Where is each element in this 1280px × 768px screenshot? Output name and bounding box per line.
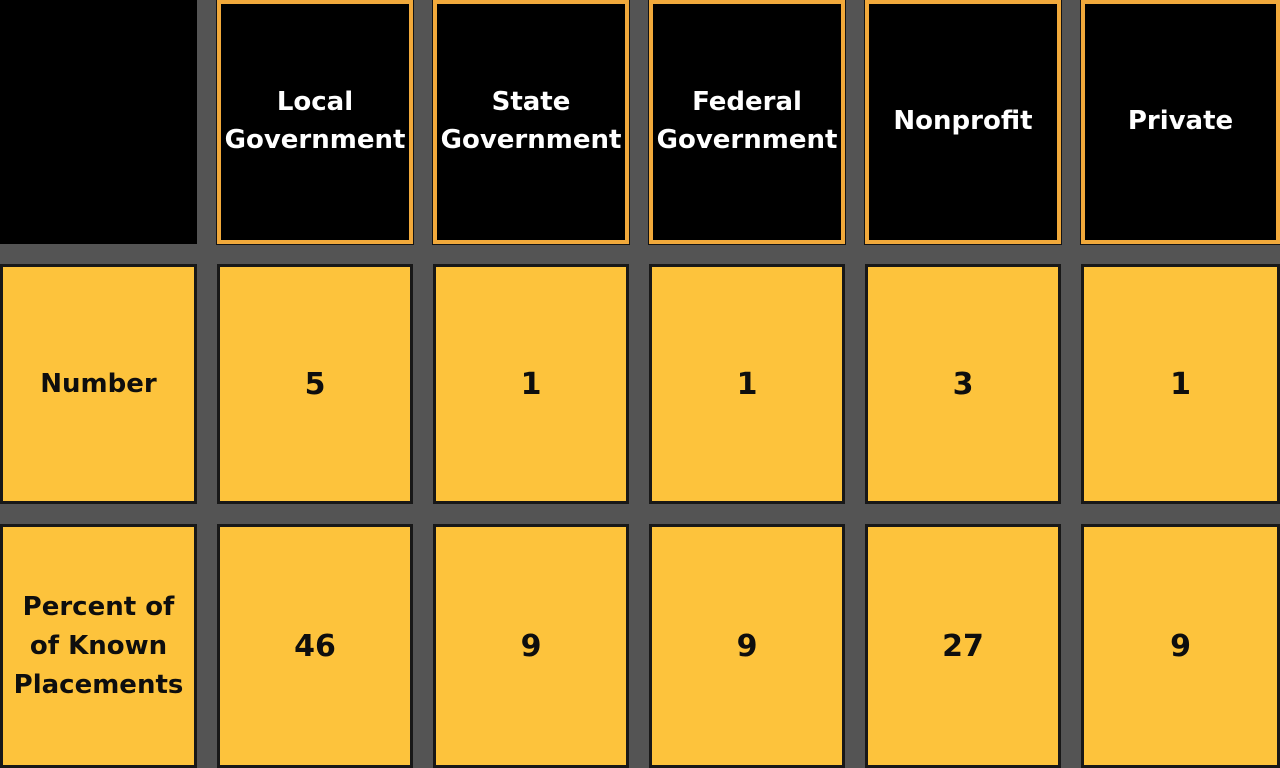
- col-header-local-government: Local Government: [217, 0, 413, 244]
- col-header-label: Nonprofit: [893, 106, 1033, 137]
- cell-value: 9: [736, 628, 758, 664]
- col-header-nonprofit: Nonprofit: [865, 0, 1061, 244]
- cell-value: 9: [520, 628, 542, 664]
- corner-cell: [0, 0, 197, 244]
- cell-number-federal-government: 1: [649, 264, 845, 504]
- col-header-state-government: State Government: [433, 0, 629, 244]
- cell-value: 5: [304, 366, 326, 402]
- cell-value: 9: [1170, 628, 1191, 664]
- col-header-private: Private: [1081, 0, 1280, 244]
- col-header-label: Federal Government: [656, 87, 838, 155]
- cell-percent-nonprofit: 27: [865, 524, 1061, 768]
- cell-percent-private: 9: [1081, 524, 1280, 768]
- col-header-federal-government: Federal Government: [649, 0, 845, 244]
- cell-percent-local-government: 46: [217, 524, 413, 768]
- cell-percent-federal-government: 9: [649, 524, 845, 768]
- row-header-number: Number: [0, 264, 197, 504]
- col-header-label: Private: [1127, 106, 1234, 137]
- cell-number-nonprofit: 3: [865, 264, 1061, 504]
- col-header-label: State Government: [440, 87, 622, 155]
- col-header-label: Local Government: [224, 87, 406, 155]
- cell-number-private: 1: [1081, 264, 1280, 504]
- cell-number-state-government: 1: [433, 264, 629, 504]
- cell-value: 1: [520, 366, 542, 402]
- cell-value: 1: [1170, 366, 1191, 402]
- row-header-percent-of-known-placements: Percent of of Known Placements: [0, 524, 197, 768]
- cell-number-local-government: 5: [217, 264, 413, 504]
- cell-value: 3: [952, 366, 974, 402]
- cell-percent-state-government: 9: [433, 524, 629, 768]
- row-header-label: Number: [40, 368, 157, 399]
- cell-value: 46: [294, 628, 336, 664]
- cell-value: 1: [736, 366, 758, 402]
- cell-value: 27: [942, 628, 984, 664]
- row-header-label: Percent of of Known Placements: [13, 591, 184, 700]
